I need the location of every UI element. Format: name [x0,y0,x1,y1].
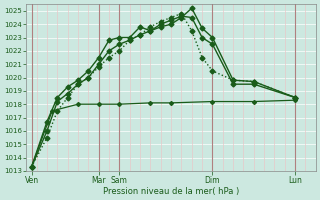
X-axis label: Pression niveau de la mer( hPa ): Pression niveau de la mer( hPa ) [103,187,239,196]
